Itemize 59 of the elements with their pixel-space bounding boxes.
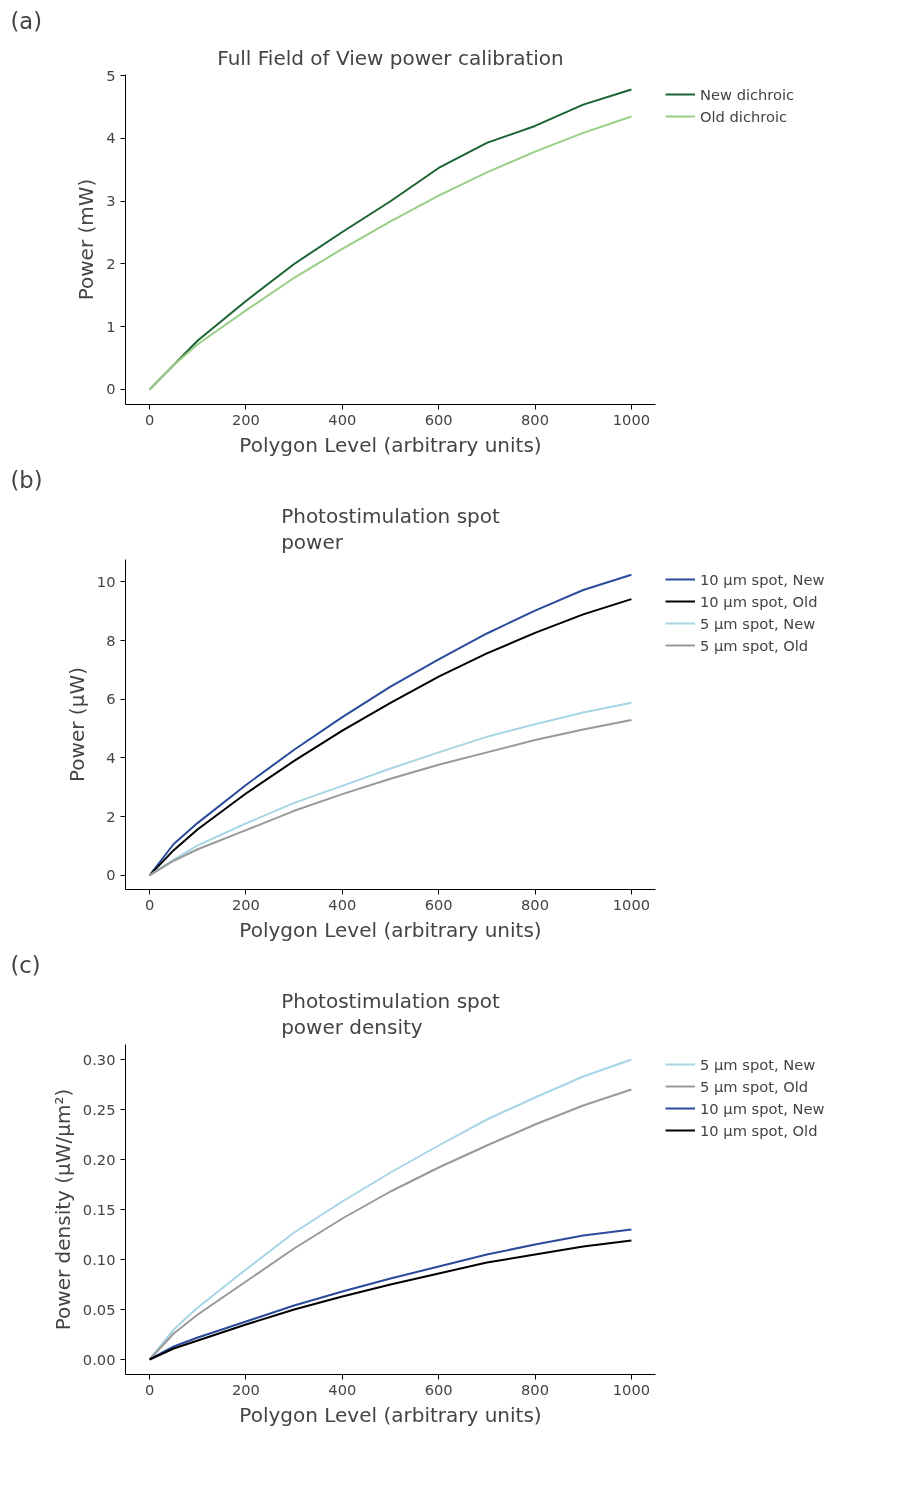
- x-tick-label: 600: [424, 895, 453, 913]
- y-tick-label: 0.30: [82, 1050, 116, 1068]
- x-axis-title: Polygon Level (arbitrary units): [239, 432, 542, 457]
- y-tick-label: 4: [106, 748, 116, 766]
- y-tick-label: 0.25: [82, 1100, 116, 1118]
- legend-label: 10 µm spot, Old: [700, 592, 819, 610]
- y-tick-label: 2: [106, 807, 116, 825]
- y-tick-label: 5: [106, 66, 116, 84]
- text: (c): [10, 951, 41, 978]
- x-tick-label: 0: [144, 410, 155, 428]
- x-axis-title: Polygon Level (arbitrary units): [239, 1402, 542, 1427]
- x-tick-label: 800: [521, 895, 550, 913]
- legend-label: 5 µm spot, New: [700, 1055, 817, 1073]
- x-tick-label: 600: [424, 1380, 453, 1398]
- legend-label: 5 µm spot, New: [700, 614, 817, 632]
- y-axis-title: Power density (μW/μm²): [50, 1088, 75, 1331]
- x-tick-label: 1000: [612, 410, 651, 428]
- y-tick-label: 0.10: [82, 1250, 116, 1268]
- legend-label: 10 µm spot, New: [700, 1099, 826, 1117]
- y-tick-label: 0: [106, 380, 116, 398]
- x-tick-label: 1000: [612, 895, 651, 913]
- y-tick-label: 0: [106, 866, 116, 884]
- y-tick-label: 8: [106, 631, 116, 649]
- x-tick-label: 0: [144, 1380, 155, 1398]
- x-tick-label: 400: [328, 1380, 357, 1398]
- x-tick-label: 200: [231, 895, 260, 913]
- x-tick-label: 400: [328, 410, 357, 428]
- y-tick-label: 0.15: [82, 1200, 116, 1218]
- legend-label: 5 µm spot, Old: [700, 1077, 810, 1095]
- x-tick-label: 0: [144, 895, 155, 913]
- legend-label: New dichroic: [700, 85, 796, 103]
- y-tick-label: 0.05: [82, 1300, 116, 1318]
- legend-label: 10 µm spot, Old: [700, 1121, 819, 1139]
- y-tick-label: 2: [106, 254, 116, 272]
- legend-label: Old dichroic: [700, 107, 789, 125]
- y-axis-title: Power (mW): [74, 178, 99, 301]
- y-tick-label: 3: [106, 192, 116, 210]
- y-axis-title: Power (μW): [64, 667, 89, 782]
- y-tick-label: 6: [106, 690, 116, 708]
- text: (a): [10, 7, 43, 34]
- x-tick-label: 1000: [612, 1380, 651, 1398]
- x-tick-label: 800: [521, 410, 550, 428]
- chart-title: Full Field of View power calibration: [217, 45, 564, 70]
- x-tick-label: 200: [231, 410, 260, 428]
- text: (b): [10, 466, 43, 493]
- y-tick-label: 10: [96, 572, 116, 590]
- y-tick-label: 0.00: [82, 1350, 116, 1368]
- x-tick-label: 800: [521, 1380, 550, 1398]
- chart-title: Photostimulation spot power density: [281, 989, 501, 1040]
- x-tick-label: 400: [328, 895, 357, 913]
- x-tick-label: 200: [231, 1380, 260, 1398]
- y-tick-label: 1: [106, 317, 116, 335]
- y-tick-label: 0.20: [82, 1150, 116, 1168]
- x-axis-title: Polygon Level (arbitrary units): [239, 917, 542, 942]
- legend-label: 10 µm spot, New: [700, 570, 826, 588]
- legend-label: 5 µm spot, Old: [700, 636, 810, 654]
- x-tick-label: 600: [424, 410, 453, 428]
- y-tick-label: 4: [106, 129, 116, 147]
- chart-title: Photostimulation spot power: [281, 504, 501, 555]
